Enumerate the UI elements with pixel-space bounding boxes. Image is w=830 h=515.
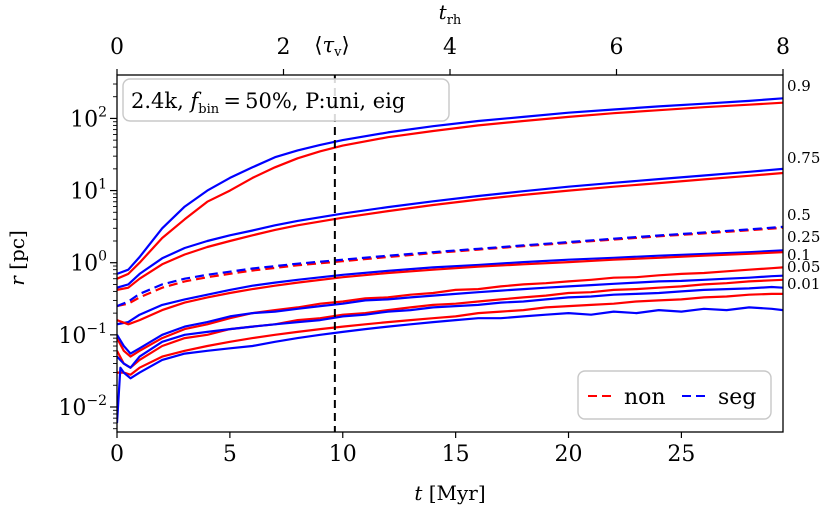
- y-tick-label: 100: [70, 249, 107, 277]
- y-tick-label: 10−1: [58, 321, 107, 349]
- legend-label-non: non: [624, 385, 666, 410]
- series-line-non-0p25: [117, 251, 783, 326]
- annotation-text: 2.4k, fbin = 50%, P:uni, eig: [131, 89, 405, 117]
- tau-v-label: ⟨τv⟩: [314, 33, 349, 60]
- top-tick-label: 2: [277, 35, 291, 60]
- fraction-label-0p05: 0.05: [787, 258, 820, 276]
- fraction-label-0p01: 0.01: [787, 275, 820, 293]
- series-line-seg-0p75: [117, 167, 783, 289]
- x-axis-label: t [Myr]: [414, 481, 485, 505]
- top-tick-label: 0: [110, 35, 124, 60]
- x-tick-label: 20: [555, 442, 583, 467]
- y-axis-label: r [pc]: [5, 230, 29, 286]
- series-layer: [117, 97, 783, 424]
- fraction-label-0p75: 0.75: [787, 149, 820, 167]
- series-line-seg-0p05: [117, 285, 783, 369]
- series-line-seg-0p1: [117, 274, 783, 355]
- top-axis-label: trh: [439, 0, 462, 28]
- series-line-non-0p1: [117, 266, 783, 358]
- legend: non seg: [577, 370, 772, 420]
- fraction-label-0p1: 0.1: [787, 246, 811, 264]
- series-line-seg-0p01: [117, 306, 783, 424]
- top-tick-label: 8: [776, 35, 790, 60]
- fraction-label-0p9: 0.9: [787, 77, 811, 95]
- y-tick-label: 101: [70, 177, 107, 205]
- y-tick-label: 102: [70, 104, 107, 132]
- x-tick-label: 15: [442, 442, 470, 467]
- series-line-seg-0p5: [117, 225, 783, 308]
- series-line-seg-0p25: [117, 249, 783, 326]
- series-line-non-0p9: [117, 101, 783, 280]
- series-line-non-0p75: [117, 171, 783, 291]
- fraction-label-0p5: 0.5: [787, 206, 811, 224]
- series-line-non-0p01: [117, 292, 783, 376]
- y-tick-label: 10−2: [58, 393, 107, 421]
- axes-layer: 0 5 10 15 20 25 0 2 4 6 8 10−2 10−1 100 101 102 0.9 0.75 0…: [58, 35, 820, 467]
- series-line-seg-0p9: [117, 97, 783, 275]
- series-line-non-0p05: [117, 278, 783, 369]
- x-tick-label: 5: [223, 442, 237, 467]
- x-tick-label: 25: [667, 442, 695, 467]
- top-tick-label: 6: [610, 35, 624, 60]
- legend-label-seg: seg: [718, 385, 756, 410]
- x-tick-label: 0: [110, 442, 124, 467]
- top-tick-label: 4: [443, 35, 457, 60]
- annotation-box: 2.4k, fbin = 50%, P:uni, eig: [122, 78, 450, 122]
- x-tick-label: 10: [329, 442, 357, 467]
- fraction-label-0p25: 0.25: [787, 228, 820, 246]
